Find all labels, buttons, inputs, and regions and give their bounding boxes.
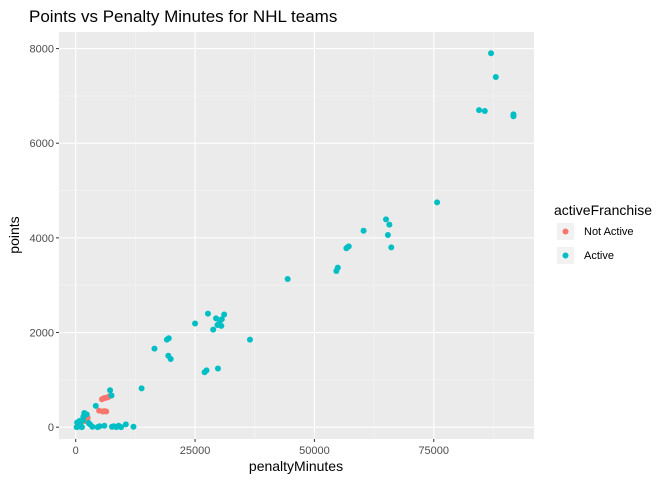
chart-title: Points vs Penalty Minutes for NHL teams xyxy=(29,7,337,26)
point-active xyxy=(118,424,125,431)
point-active xyxy=(122,421,129,428)
point-active xyxy=(218,322,225,329)
point-active xyxy=(360,227,367,234)
point-active xyxy=(386,221,393,228)
point-active xyxy=(78,424,85,431)
point-active xyxy=(333,267,340,274)
y-axis-title: points xyxy=(6,216,22,253)
y-tick-label: 4000 xyxy=(30,233,54,245)
point-active xyxy=(488,50,495,57)
point-active xyxy=(108,392,115,399)
point-active xyxy=(163,336,170,343)
point-active xyxy=(192,320,199,327)
point-active xyxy=(101,422,108,429)
x-tick-label: 50000 xyxy=(299,445,330,457)
y-tick-label: 0 xyxy=(48,422,54,434)
point-active xyxy=(138,385,145,392)
point-active xyxy=(210,326,217,333)
y-tick-label: 6000 xyxy=(30,138,54,150)
point-active xyxy=(73,424,80,431)
point-active xyxy=(481,108,488,115)
grid-lines xyxy=(59,32,534,439)
point-active xyxy=(221,311,228,318)
point-active xyxy=(113,424,120,431)
point-active xyxy=(167,356,174,363)
point-active xyxy=(151,345,158,352)
legend-key-symbol xyxy=(562,228,569,235)
x-tick-label: 0 xyxy=(73,445,79,457)
x-tick-label: 75000 xyxy=(418,445,449,457)
point-active xyxy=(214,365,221,372)
point-active xyxy=(384,232,391,239)
point-active xyxy=(343,245,350,252)
point-active xyxy=(213,315,220,322)
point-active xyxy=(388,244,395,251)
point-active xyxy=(85,419,92,426)
legend-title: activeFranchise xyxy=(554,202,652,218)
point-active xyxy=(79,417,86,424)
legend-label: Not Active xyxy=(584,226,634,238)
point-active xyxy=(94,424,101,431)
point-active xyxy=(89,423,96,430)
point-active xyxy=(201,369,208,376)
legend-key-symbol xyxy=(562,252,569,259)
x-axis-title: penaltyMinutes xyxy=(249,458,343,474)
x-axis-ticks: 0 25000 50000 75000 xyxy=(73,439,449,457)
y-tick-label: 8000 xyxy=(30,44,54,56)
point-active xyxy=(476,107,483,114)
point-active xyxy=(92,402,99,409)
point-active xyxy=(130,423,137,430)
y-tick-label: 2000 xyxy=(30,328,54,340)
y-axis-ticks: 0 2000 4000 6000 8000 xyxy=(30,44,59,434)
point-not-active xyxy=(96,407,103,414)
plot-panel xyxy=(59,32,534,439)
point-active xyxy=(383,216,390,223)
point-not-active xyxy=(103,408,110,415)
point-active xyxy=(107,387,114,394)
point-active xyxy=(204,310,211,317)
point-active xyxy=(510,113,517,120)
x-tick-label: 25000 xyxy=(180,445,211,457)
point-active xyxy=(434,199,441,206)
legend-label: Active xyxy=(584,250,614,262)
point-active xyxy=(284,276,291,283)
point-active xyxy=(492,73,499,80)
data-points xyxy=(73,50,517,431)
point-active xyxy=(246,336,253,343)
legend: activeFranchise Not Active Active xyxy=(554,202,652,264)
